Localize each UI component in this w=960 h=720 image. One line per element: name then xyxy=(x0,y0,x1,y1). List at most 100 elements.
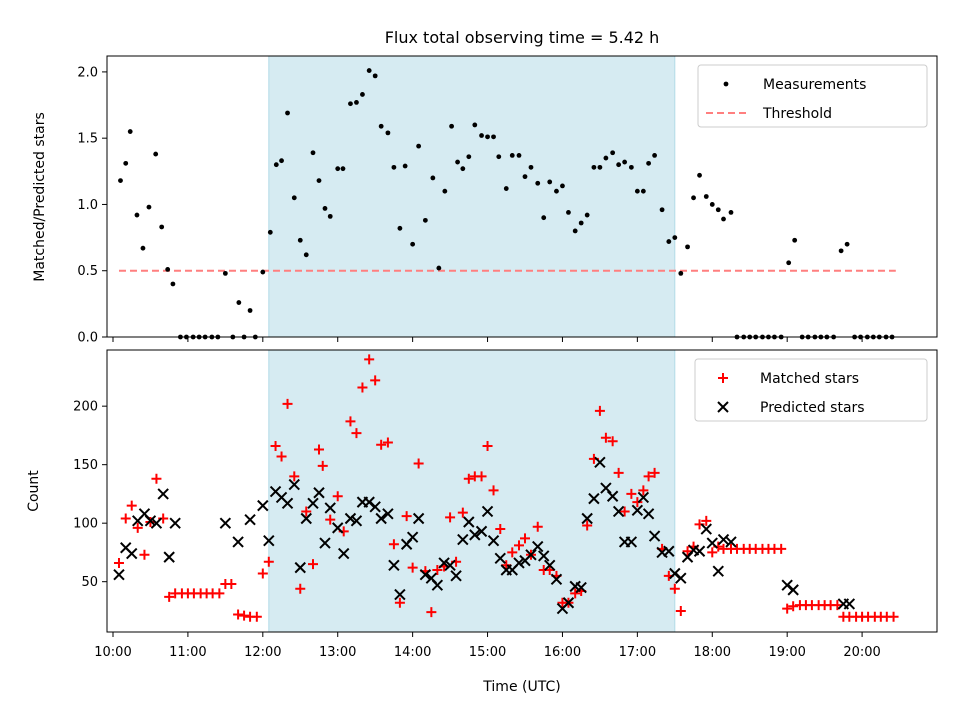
measurement-point xyxy=(721,216,726,222)
predicted-star-point xyxy=(675,572,687,584)
legend-label: Measurements xyxy=(763,77,866,93)
predicted-star-point xyxy=(307,497,319,509)
matched-star-point xyxy=(164,591,175,602)
matched-star-point xyxy=(675,605,686,616)
predicted-star-point xyxy=(475,525,488,538)
legend-matched-marker xyxy=(718,373,728,383)
measurement-point xyxy=(528,164,534,170)
predicted-star-point xyxy=(144,515,157,527)
x-tick-label: 12:00 xyxy=(244,645,281,660)
measurement-point xyxy=(503,186,509,191)
predicted-star-point xyxy=(288,478,300,491)
matched-star-point xyxy=(276,451,287,462)
measurement-point xyxy=(466,154,472,160)
legend: Matched stars Predicted stars xyxy=(694,358,928,422)
measurement-point xyxy=(123,160,129,166)
matched-star-point xyxy=(158,513,169,524)
measurement-point xyxy=(303,252,309,258)
predicted-star-point xyxy=(375,512,387,525)
predicted-star-point xyxy=(126,547,138,560)
measurement-point xyxy=(430,175,436,181)
predicted-star-point xyxy=(663,545,675,557)
matched-star-point xyxy=(139,549,150,560)
predicted-star-point xyxy=(457,533,469,546)
measurement-point xyxy=(597,164,603,170)
matched-star-point xyxy=(582,520,593,531)
predicted-star-point xyxy=(581,512,593,525)
matched-star-point xyxy=(632,497,643,508)
matched-star-point xyxy=(514,540,525,551)
measurement-point xyxy=(366,68,372,73)
x-tick-label: 15:00 xyxy=(469,645,506,660)
measurement-point xyxy=(838,248,844,254)
y-tick-label: 1.0 xyxy=(77,198,98,213)
matched-star-point xyxy=(113,557,124,568)
x-tick-label: 17:00 xyxy=(619,645,656,660)
predicted-star-point xyxy=(382,508,394,520)
predicted-star-point xyxy=(438,557,450,569)
measurement-point xyxy=(442,188,448,194)
predicted-star-point xyxy=(525,549,537,561)
x-tick-label: 19:00 xyxy=(768,645,805,660)
measurement-point xyxy=(140,245,146,251)
matched-star-point xyxy=(407,562,418,573)
highlight-span xyxy=(268,349,676,633)
measurement-point xyxy=(402,163,408,169)
matched-star-point xyxy=(233,609,244,620)
legend-frame xyxy=(694,358,928,422)
measurement-point xyxy=(591,164,597,170)
measurement-point xyxy=(786,260,792,266)
matched-star-point xyxy=(251,611,262,622)
measurement-point xyxy=(703,194,709,199)
measurement-point xyxy=(566,210,571,215)
measurement-point xyxy=(634,188,640,194)
measurement-point xyxy=(170,281,176,287)
matched-star-point xyxy=(600,432,611,443)
measurement-point xyxy=(455,159,460,165)
predicted-star-point xyxy=(431,579,444,591)
predicted-star-point xyxy=(481,505,494,518)
predicted-star-point xyxy=(532,540,544,553)
matched-star-point xyxy=(313,444,324,455)
predicted-star-point xyxy=(300,512,312,525)
matched-star-point xyxy=(682,546,693,557)
matched-star-point xyxy=(669,583,680,594)
predicted-star-point xyxy=(693,545,706,557)
measurement-point xyxy=(691,195,696,201)
measurement-point xyxy=(603,155,609,161)
predicted-star-point xyxy=(169,517,181,529)
measurement-point xyxy=(792,237,798,243)
measurement-point xyxy=(541,215,547,221)
measurement-point xyxy=(685,244,690,250)
highlight-span xyxy=(268,55,676,338)
measurement-point xyxy=(628,164,634,170)
legend-label: Predicted stars xyxy=(760,400,865,416)
legend-label: Threshold xyxy=(762,106,832,122)
measurement-point xyxy=(844,241,850,247)
matched-star-point xyxy=(463,473,474,484)
predicted-star-point xyxy=(369,501,381,513)
matched-star-point xyxy=(482,440,493,451)
matched-star-point xyxy=(388,539,399,550)
measurement-point xyxy=(348,101,353,107)
measurement-point xyxy=(672,235,678,240)
predicted-star-point xyxy=(612,505,625,518)
predicted-star-point xyxy=(257,499,269,512)
predicted-star-point xyxy=(332,522,344,534)
measurement-point xyxy=(236,300,242,305)
predicted-star-point xyxy=(338,547,350,560)
predicted-star-point xyxy=(588,492,600,505)
matched-star-point xyxy=(649,467,660,478)
x-tick-label: 14:00 xyxy=(394,645,431,660)
predicted-star-point xyxy=(463,516,475,528)
matched-star-point xyxy=(626,488,637,499)
measurement-point xyxy=(646,160,651,166)
measurement-point xyxy=(285,110,290,116)
matched-star-point xyxy=(317,460,328,471)
predicted-star-point xyxy=(712,565,724,577)
predicted-star-point xyxy=(388,559,400,572)
y-tick-label: 200 xyxy=(73,400,98,415)
matched-star-point xyxy=(445,512,456,523)
measurement-point xyxy=(422,217,428,223)
